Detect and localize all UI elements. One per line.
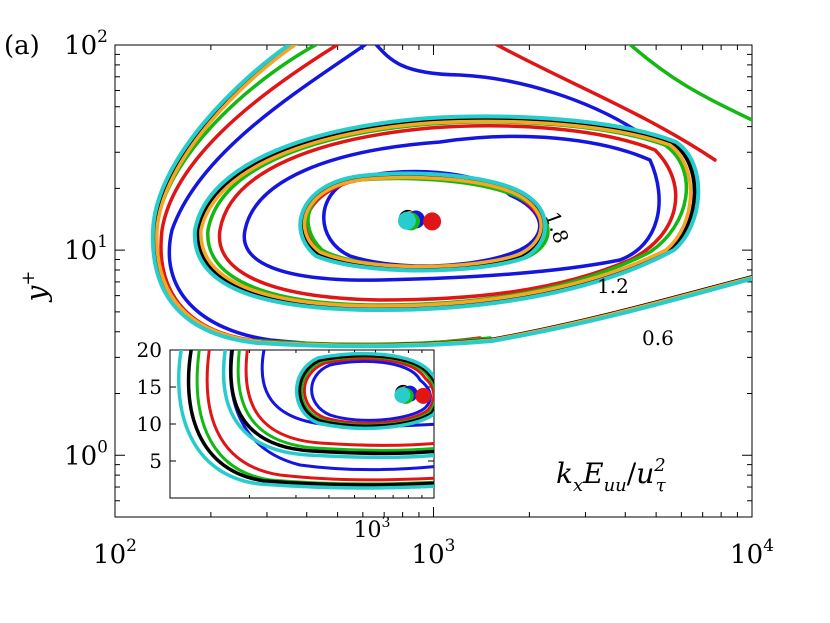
inset-y-tick-label: 20: [137, 338, 162, 362]
y-tick-label: 100: [64, 437, 108, 471]
contour-1.8-black: [300, 173, 545, 271]
contour-1.2-orange: [199, 119, 693, 308]
x-tick-label: 103: [412, 536, 456, 570]
panel-label: (a): [4, 31, 40, 61]
inset-peak-marker: [394, 387, 411, 404]
inset-contour-inner-blue: [310, 359, 432, 422]
x-tick-label: 102: [93, 536, 137, 570]
inset-contour-mid-cyan: [221, 350, 434, 460]
peak-marker: [423, 212, 442, 231]
contour-1.2-blue: [242, 134, 661, 282]
contour-level-1.2: [192, 114, 701, 312]
inset-x-tick-label: 103: [354, 515, 391, 543]
main-tick-labels: 102 103 104 100 101 102: [64, 27, 774, 570]
inset-contour-outer-black: [186, 350, 434, 487]
main-peak-markers: [397, 209, 442, 231]
contour-1.8-orange: [302, 175, 543, 269]
main-axis-ticks: [114, 44, 753, 518]
main-contours: [150, 45, 752, 349]
contour-1.8-cyan: [298, 171, 547, 273]
contour-1.2-cyan: [192, 114, 701, 312]
inset-contour-inner-black: [297, 353, 434, 429]
contour-0.6-cyan: [150, 45, 752, 349]
inset-contour-inner-red: [302, 357, 434, 425]
inset-peak-marker: [415, 387, 432, 404]
contour-0.6-upper-green: [628, 45, 752, 122]
x-tick-label: 104: [730, 536, 774, 570]
y-tick-label: 101: [64, 232, 108, 266]
inset-contour-outer-red: [205, 350, 434, 482]
inset-tick-labels: 5 10 15 20 103: [137, 338, 391, 543]
inset-peak-markers: [394, 384, 432, 404]
svg-text:y+: y+: [18, 271, 53, 304]
peak-marker: [397, 211, 416, 230]
inset-contour-mid-green: [236, 350, 434, 452]
contour-level-0.6: [150, 45, 752, 349]
y-axis-label: y+: [18, 271, 53, 304]
inset-contours: [177, 350, 434, 490]
contour-0.6-upper-red: [493, 45, 717, 162]
y-axis-label-sup: +: [18, 271, 39, 286]
inset-y-tick-label: 10: [137, 412, 162, 436]
inset-plot: 5 10 15 20 103: [137, 338, 435, 543]
inset-contour-mid-red: [244, 350, 434, 447]
inset-y-tick-label: 5: [149, 449, 162, 473]
y-tick-label: 102: [64, 27, 108, 61]
inset-y-tick-label: 15: [137, 375, 162, 399]
contour-label-0.6: 0.6: [642, 326, 674, 350]
contour-0.6-upper-blue: [374, 45, 642, 135]
contour-level-1.8: [298, 169, 550, 273]
inset-contour-inner-cyan: [295, 351, 434, 430]
inset-contour-mid-black: [229, 350, 434, 456]
contour-label-1.2: 1.2: [597, 274, 629, 298]
inset-contour-outer-cyan: [177, 350, 434, 490]
y-axis-label-base: y: [20, 284, 53, 303]
